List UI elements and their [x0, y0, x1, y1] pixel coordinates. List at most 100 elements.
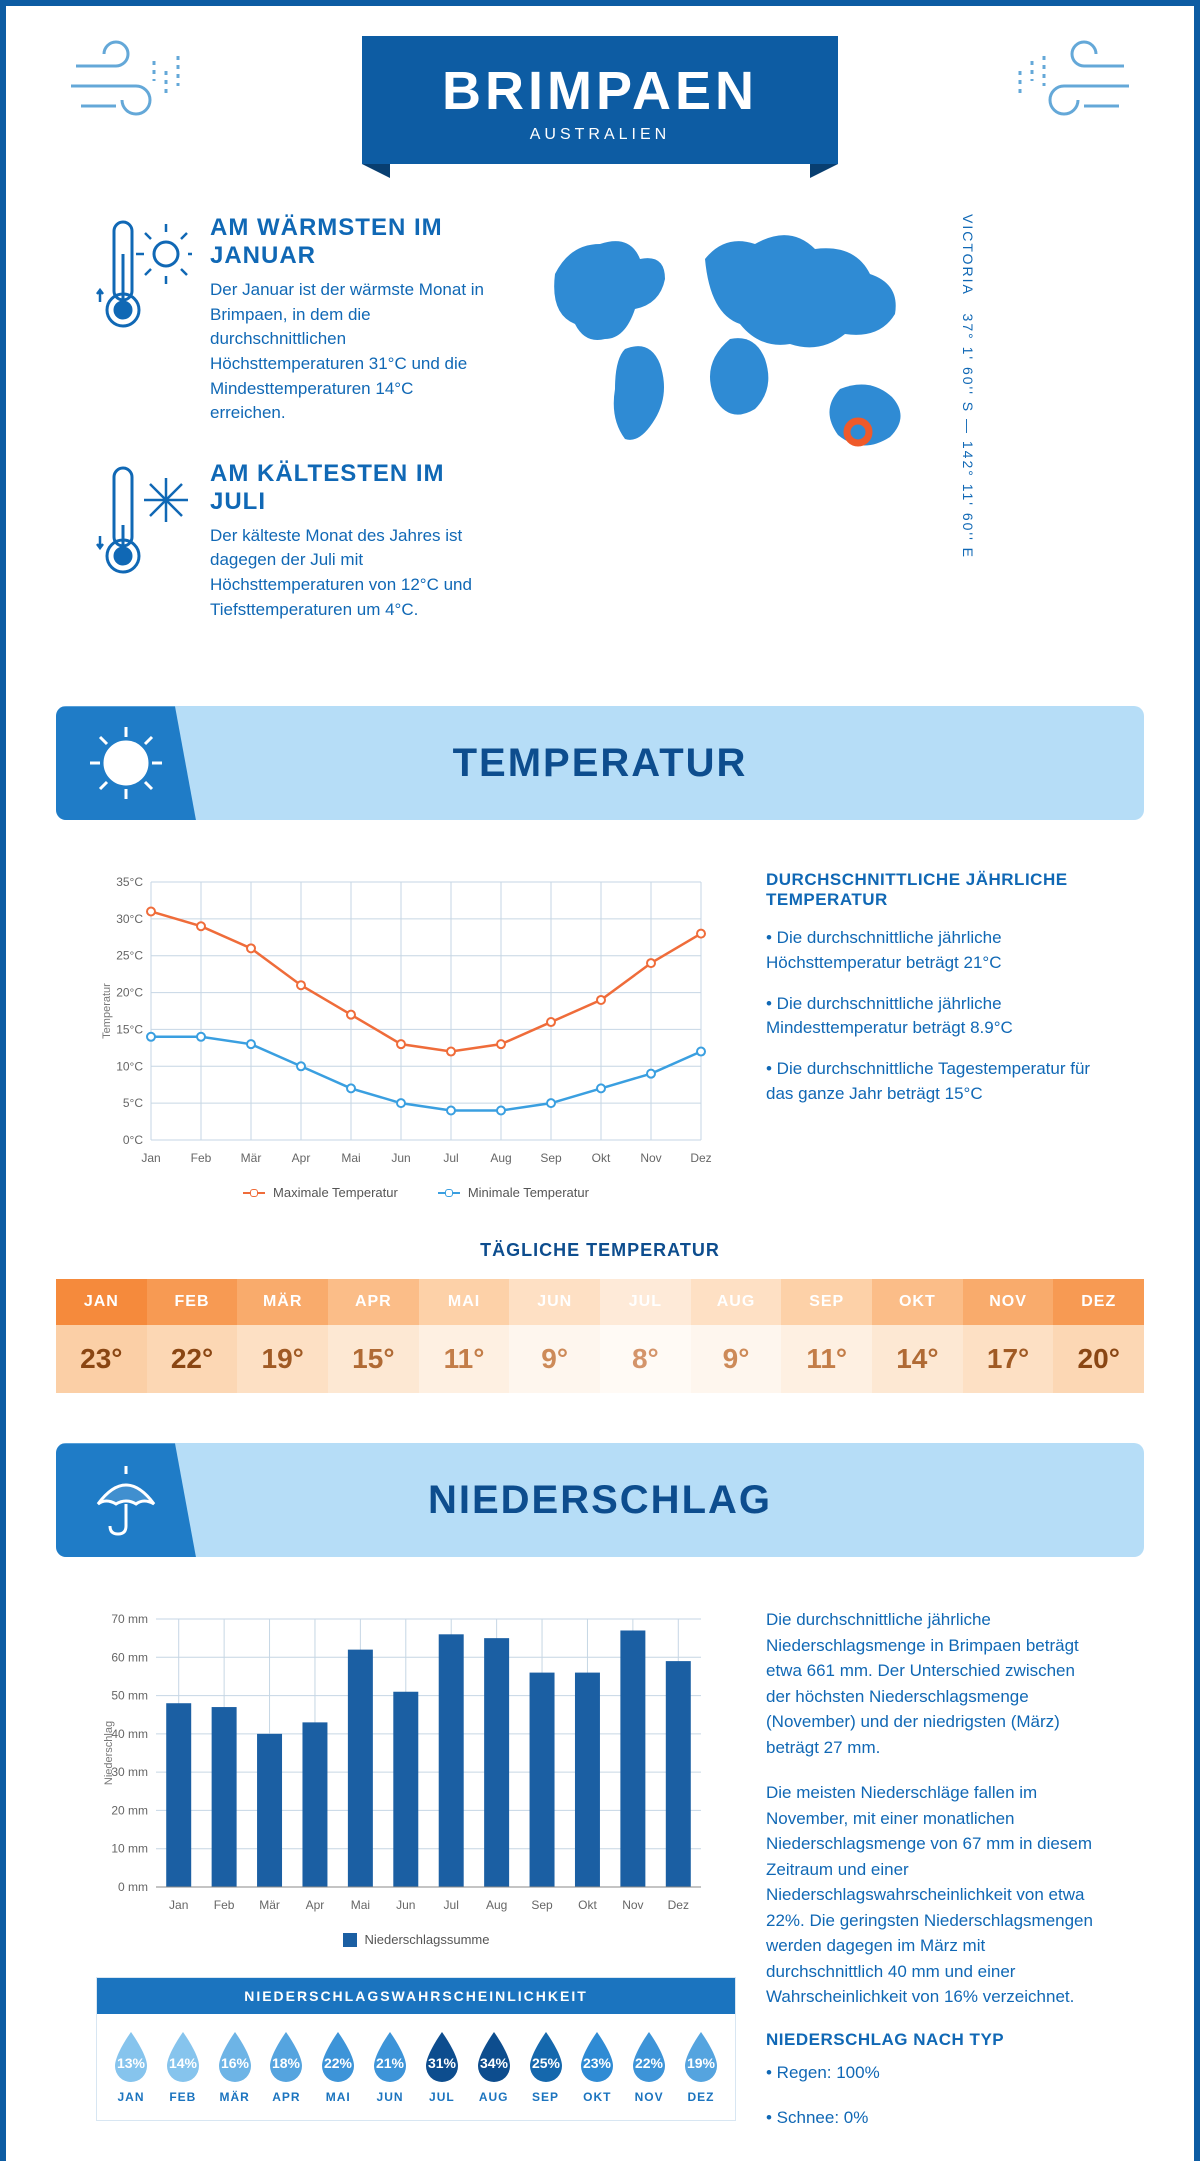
svg-text:Mai: Mai	[351, 1898, 370, 1912]
temperature-section-header: TEMPERATUR	[56, 706, 1144, 820]
precip-paragraph: Die meisten Niederschläge fallen im Nove…	[766, 1780, 1104, 2010]
thermometer-hot-icon	[96, 214, 192, 334]
intro-section: AM WÄRMSTEN IM JANUAR Der Januar ist der…	[6, 204, 1194, 686]
svg-text:Okt: Okt	[592, 1151, 611, 1165]
svg-text:16%: 16%	[221, 2055, 250, 2071]
daily-col: APR15°	[328, 1279, 419, 1393]
svg-text:Jul: Jul	[443, 1151, 458, 1165]
svg-text:22%: 22%	[635, 2055, 664, 2071]
warmest-block: AM WÄRMSTEN IM JANUAR Der Januar ist der…	[96, 214, 490, 426]
daily-temp-title: TÄGLICHE TEMPERATUR	[6, 1240, 1194, 1261]
svg-text:60 mm: 60 mm	[111, 1651, 148, 1665]
daily-col: AUG9°	[691, 1279, 782, 1393]
svg-text:Apr: Apr	[306, 1898, 325, 1912]
svg-text:0°C: 0°C	[123, 1133, 143, 1147]
svg-text:Mär: Mär	[259, 1898, 280, 1912]
svg-text:40 mm: 40 mm	[111, 1727, 148, 1741]
svg-text:Aug: Aug	[486, 1898, 507, 1912]
svg-text:23%: 23%	[583, 2055, 612, 2071]
daily-temperature-table: JAN23°FEB22°MÄR19°APR15°MAI11°JUN9°JUL8°…	[56, 1279, 1144, 1393]
svg-text:50 mm: 50 mm	[111, 1689, 148, 1703]
thermometer-cold-icon	[96, 460, 192, 580]
probability-drop: 25%SEP	[524, 2030, 568, 2104]
svg-text:35°C: 35°C	[116, 875, 143, 889]
svg-text:Mai: Mai	[341, 1151, 360, 1165]
probability-drop: 22%NOV	[627, 2030, 671, 2104]
daily-col: MÄR19°	[237, 1279, 328, 1393]
daily-col: JUL8°	[600, 1279, 691, 1393]
precip-type-bullet: • Regen: 100%	[766, 2060, 1104, 2086]
daily-col: FEB22°	[147, 1279, 238, 1393]
svg-text:5°C: 5°C	[123, 1097, 143, 1111]
svg-text:25°C: 25°C	[116, 949, 143, 963]
daily-col: JAN23°	[56, 1279, 147, 1393]
svg-text:Feb: Feb	[191, 1151, 212, 1165]
svg-text:13%: 13%	[117, 2055, 146, 2071]
temp-bullet: • Die durchschnittliche jährliche Mindes…	[766, 992, 1104, 1041]
svg-text:10 mm: 10 mm	[111, 1842, 148, 1856]
svg-text:Jul: Jul	[444, 1898, 459, 1912]
warmest-text: Der Januar ist der wärmste Monat in Brim…	[210, 278, 490, 426]
precipitation-probability-box: NIEDERSCHLAGSWAHRSCHEINLICHKEIT 13%JAN 14…	[96, 1977, 736, 2121]
precip-type-title: NIEDERSCHLAG NACH TYP	[766, 2030, 1104, 2050]
precipitation-title: NIEDERSCHLAG	[428, 1478, 772, 1523]
svg-text:Mär: Mär	[241, 1151, 262, 1165]
legend-max-label: Maximale Temperatur	[273, 1185, 398, 1200]
daily-col: MAI11°	[419, 1279, 510, 1393]
svg-text:70 mm: 70 mm	[111, 1612, 148, 1626]
svg-text:14%: 14%	[169, 2055, 198, 2071]
svg-text:Dez: Dez	[690, 1151, 711, 1165]
svg-text:20°C: 20°C	[116, 986, 143, 1000]
svg-text:Aug: Aug	[490, 1151, 511, 1165]
umbrella-icon	[86, 1460, 166, 1540]
probability-drop: 21%JUN	[368, 2030, 412, 2104]
legend-precip-label: Niederschlagssumme	[365, 1932, 490, 1947]
svg-text:15°C: 15°C	[116, 1023, 143, 1037]
sun-icon	[86, 723, 166, 803]
svg-text:Feb: Feb	[214, 1898, 235, 1912]
wind-icon	[66, 36, 196, 136]
daily-col: NOV17°	[963, 1279, 1054, 1393]
svg-text:Nov: Nov	[640, 1151, 661, 1165]
daily-col: SEP11°	[781, 1279, 872, 1393]
svg-text:20 mm: 20 mm	[111, 1804, 148, 1818]
svg-text:Temperatur: Temperatur	[101, 983, 113, 1039]
svg-text:30 mm: 30 mm	[111, 1766, 148, 1780]
svg-text:10°C: 10°C	[116, 1060, 143, 1074]
infographic-page: BRIMPAEN AUSTRALIEN AM WÄRMSTEN IM JANUA…	[0, 0, 1200, 2161]
probability-drop: 13%JAN	[109, 2030, 153, 2104]
svg-text:Dez: Dez	[668, 1898, 689, 1912]
daily-col: JUN9°	[509, 1279, 600, 1393]
precip-paragraph: Die durchschnittliche jährliche Niedersc…	[766, 1607, 1104, 1760]
svg-text:Niederschlag: Niederschlag	[103, 1721, 115, 1785]
svg-text:30°C: 30°C	[116, 912, 143, 926]
svg-text:34%: 34%	[480, 2055, 509, 2071]
svg-text:Jun: Jun	[396, 1898, 415, 1912]
svg-text:25%: 25%	[531, 2055, 560, 2071]
coldest-block: AM KÄLTESTEN IM JULI Der kälteste Monat …	[96, 460, 490, 623]
probability-drop: 16%MÄR	[213, 2030, 257, 2104]
temperature-title: TEMPERATUR	[453, 741, 748, 786]
svg-text:31%: 31%	[428, 2055, 457, 2071]
prob-title: NIEDERSCHLAGSWAHRSCHEINLICHKEIT	[97, 1978, 735, 2014]
svg-text:21%: 21%	[376, 2055, 405, 2071]
svg-text:19%: 19%	[687, 2055, 716, 2071]
legend-min-label: Minimale Temperatur	[468, 1185, 589, 1200]
daily-col: DEZ20°	[1053, 1279, 1144, 1393]
location-country: AUSTRALIEN	[442, 126, 758, 144]
daily-col: OKT14°	[872, 1279, 963, 1393]
temp-bullet: • Die durchschnittliche Tagestemperatur …	[766, 1057, 1104, 1106]
probability-drop: 31%JUL	[420, 2030, 464, 2104]
svg-text:Okt: Okt	[578, 1898, 597, 1912]
svg-text:Apr: Apr	[292, 1151, 311, 1165]
temperature-line-chart: 0°C5°C10°C15°C20°C25°C30°C35°CJanFebMärA…	[96, 870, 716, 1170]
probability-drop: 23%OKT	[575, 2030, 619, 2104]
header-banner: BRIMPAEN AUSTRALIEN	[6, 6, 1194, 204]
probability-drop: 18%APR	[264, 2030, 308, 2104]
probability-drop: 34%AUG	[472, 2030, 516, 2104]
world-map-icon	[530, 214, 950, 474]
svg-text:0 mm: 0 mm	[118, 1880, 148, 1894]
title-ribbon: BRIMPAEN AUSTRALIEN	[362, 36, 838, 164]
probability-drop: 19%DEZ	[679, 2030, 723, 2104]
warmest-title: AM WÄRMSTEN IM JANUAR	[210, 214, 490, 270]
